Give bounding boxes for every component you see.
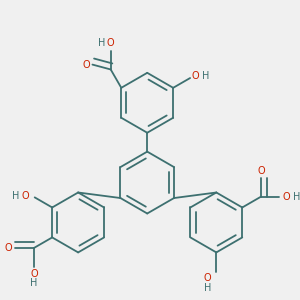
Text: O: O [30,269,38,279]
Text: H: H [12,191,19,201]
Text: H: H [30,278,38,287]
Text: O: O [203,274,211,284]
Text: H: H [98,38,105,48]
Text: O: O [22,191,29,201]
Text: O: O [257,167,265,176]
Text: H: H [202,71,209,81]
Text: O: O [5,243,12,253]
Text: H: H [293,192,300,202]
Text: O: O [191,71,199,81]
Text: O: O [107,38,115,48]
Text: O: O [82,60,90,70]
Text: O: O [283,192,290,202]
Text: H: H [203,283,211,292]
